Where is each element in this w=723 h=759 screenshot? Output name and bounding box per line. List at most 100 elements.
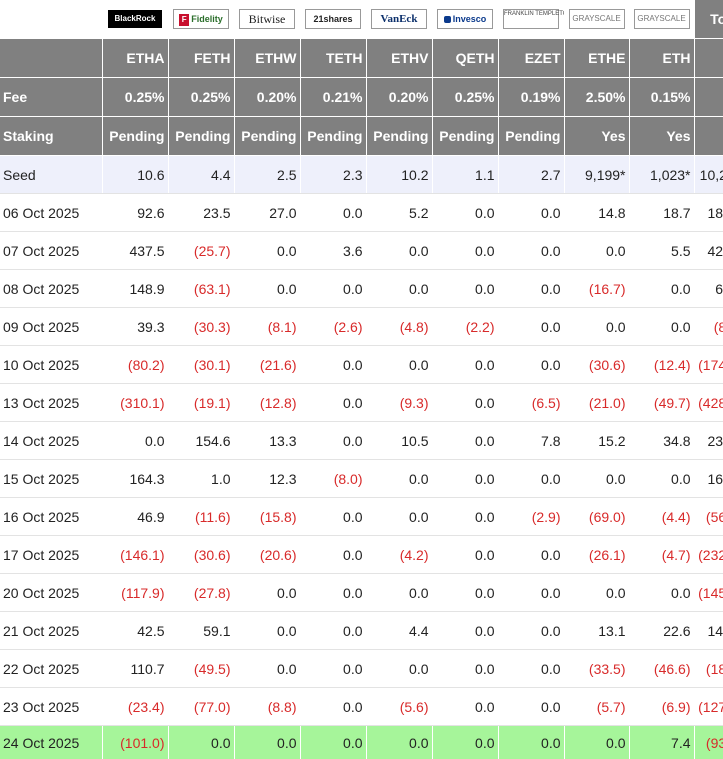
- total-cell: (56.8): [694, 498, 723, 536]
- flow-cell: 0.0: [300, 270, 366, 308]
- flow-cell: 5.5: [629, 232, 694, 270]
- flow-cell: 1.0: [168, 460, 234, 498]
- flow-cell: 12.3: [234, 460, 300, 498]
- flow-cell: 0.0: [234, 650, 300, 688]
- flow-cell: 0.0: [432, 384, 498, 422]
- flow-cell: 154.6: [168, 422, 234, 460]
- flow-cell: (4.2): [366, 536, 432, 574]
- flow-cell: (2.9): [498, 498, 564, 536]
- fee-cell: 0.19%: [498, 78, 564, 117]
- ticker-cell: QETH: [432, 39, 498, 78]
- flow-cell: 0.0: [432, 498, 498, 536]
- flow-cell: (5.7): [564, 688, 629, 726]
- flow-cell: (12.4): [629, 346, 694, 384]
- flow-cell: (11.6): [168, 498, 234, 536]
- row-date-label: 17 Oct 2025: [0, 536, 102, 574]
- flow-cell: 18.7: [629, 194, 694, 232]
- flow-cell: 0.0: [234, 232, 300, 270]
- row-date-label: Seed: [0, 156, 102, 194]
- flow-cell: 0.0: [629, 308, 694, 346]
- flow-cell: 14.8: [564, 194, 629, 232]
- flow-cell: (30.6): [168, 536, 234, 574]
- ticker-cell: ETHE: [564, 39, 629, 78]
- flow-cell: (8.8): [234, 688, 300, 726]
- flow-cell: (117.9): [102, 574, 168, 612]
- flow-cell: (30.6): [564, 346, 629, 384]
- flow-cell: 0.0: [498, 650, 564, 688]
- fee-cell: 2.50%: [564, 78, 629, 117]
- ticker-cell: EZET: [498, 39, 564, 78]
- invesco-logo-text: Invesco: [453, 14, 487, 24]
- staking-cell: Pending: [234, 117, 300, 156]
- flow-cell: 0.0: [498, 688, 564, 726]
- flow-cell: 0.0: [300, 498, 366, 536]
- flow-cell: (33.5): [564, 650, 629, 688]
- flow-cell: 42.5: [102, 612, 168, 650]
- row-date-label: 13 Oct 2025: [0, 384, 102, 422]
- flow-cell: (21.6): [234, 346, 300, 384]
- flow-cell: 0.0: [366, 726, 432, 759]
- flow-cell: 0.0: [498, 612, 564, 650]
- row-date-label: 16 Oct 2025: [0, 498, 102, 536]
- fee-cell: 0.25%: [168, 78, 234, 117]
- vaneck-logo: VanEck: [371, 9, 427, 29]
- fee-cell: 0.25%: [432, 78, 498, 117]
- flow-cell: 39.3: [102, 308, 168, 346]
- staking-cell: Pending: [498, 117, 564, 156]
- flow-cell: 22.6: [629, 612, 694, 650]
- grayscale-logo: GRAYSCALE: [569, 9, 625, 29]
- flow-cell: 23.5: [168, 194, 234, 232]
- flow-cell: 92.6: [102, 194, 168, 232]
- total-cell: 169.6: [694, 460, 723, 498]
- total-cell: (18.9): [694, 650, 723, 688]
- ticker-cell: TETH: [300, 39, 366, 78]
- flow-cell: 0.0: [300, 612, 366, 650]
- flow-cell: 0.0: [432, 460, 498, 498]
- flow-cell: (30.1): [168, 346, 234, 384]
- flow-cell: 59.1: [168, 612, 234, 650]
- flow-cell: 0.0: [498, 574, 564, 612]
- flow-cell: (2.2): [432, 308, 498, 346]
- row-date-label: 09 Oct 2025: [0, 308, 102, 346]
- ticker-cell: FETH: [168, 39, 234, 78]
- flow-cell: (4.7): [629, 536, 694, 574]
- row-date-label: 23 Oct 2025: [0, 688, 102, 726]
- total-cell: (174.9): [694, 346, 723, 384]
- fee-label: Fee: [0, 78, 102, 117]
- staking-cell: Pending: [300, 117, 366, 156]
- fee-cell: 0.20%: [366, 78, 432, 117]
- flow-cell: 0.0: [629, 460, 694, 498]
- staking-cell: Yes: [564, 117, 629, 156]
- bitwise-logo: Bitwise: [239, 9, 295, 29]
- flow-cell: 0.0: [300, 194, 366, 232]
- flow-cell: 0.0: [234, 574, 300, 612]
- flow-cell: (15.8): [234, 498, 300, 536]
- flow-cell: 0.0: [300, 346, 366, 384]
- ticker-cell: ETHA: [102, 39, 168, 78]
- flow-cell: 0.0: [432, 346, 498, 384]
- staking-cell: Pending: [102, 117, 168, 156]
- flow-cell: 2.7: [498, 156, 564, 194]
- flow-cell: 4.4: [168, 156, 234, 194]
- total-cell: 10,255: [694, 156, 723, 194]
- total-cell: 181.8: [694, 194, 723, 232]
- flow-cell: 10.2: [366, 156, 432, 194]
- fee-cell: 0.21%: [300, 78, 366, 117]
- flow-cell: (12.8): [234, 384, 300, 422]
- blackrock-logo: BlackRock: [108, 10, 162, 28]
- flow-cell: 0.0: [234, 726, 300, 759]
- total-cell: 420.9: [694, 232, 723, 270]
- flow-cell: (310.1): [102, 384, 168, 422]
- flow-cell: 10.5: [366, 422, 432, 460]
- flow-cell: 0.0: [366, 498, 432, 536]
- flow-cell: 0.0: [498, 194, 564, 232]
- table-row: 17 Oct 2025(146.1)(30.6)(20.6)0.0(4.2)0.…: [0, 536, 723, 574]
